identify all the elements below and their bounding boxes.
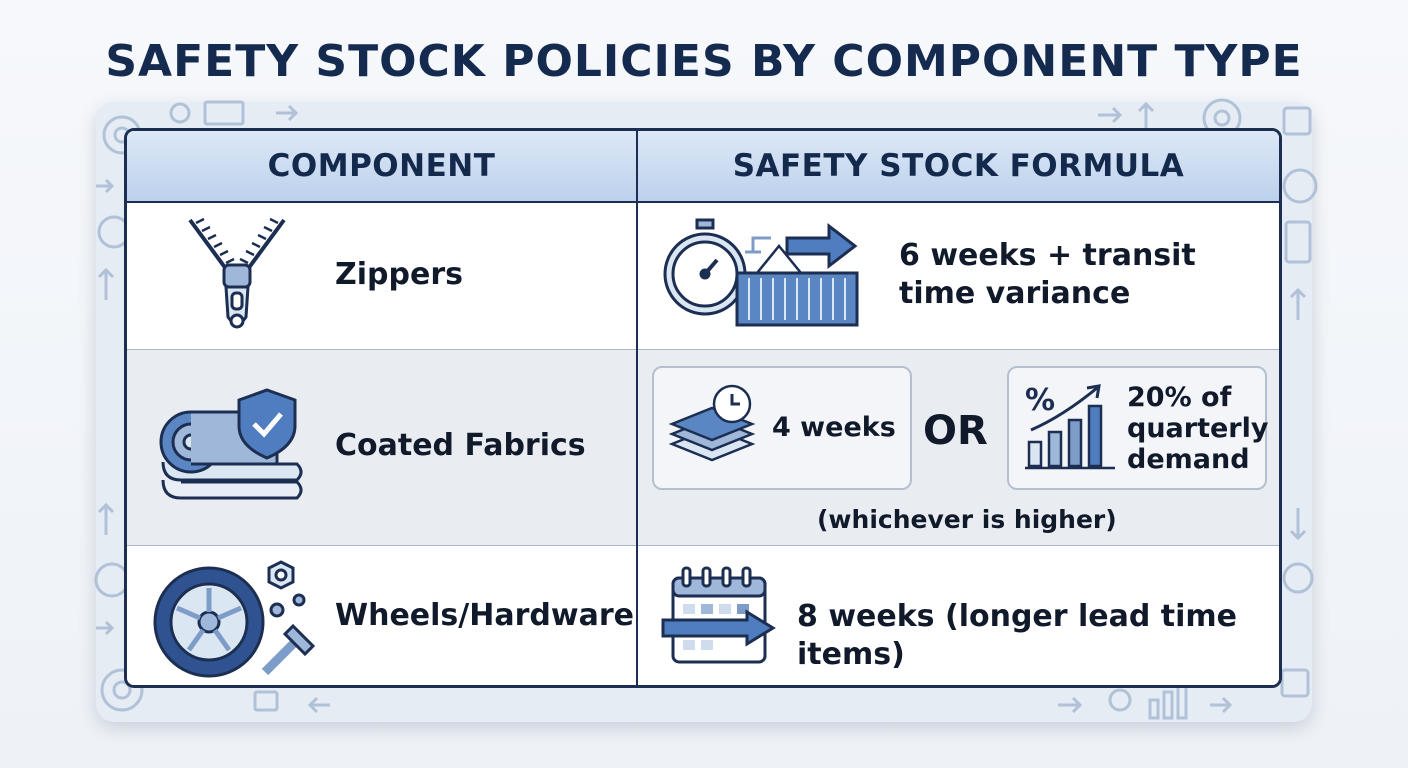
table-row-coated-fabrics: Coated Fabrics 4 weeks OR % [127,350,1279,546]
table-header: COMPONENT SAFETY STOCK FORMULA [127,131,1279,203]
formula-zippers-line1: 6 weeks + transit [899,238,1196,273]
svg-text:%: % [1025,383,1055,418]
option-weeks-text: 4 weeks [772,412,896,443]
column-divider [636,131,638,685]
option-demand-line2: quarterly [1127,413,1269,444]
percent-growth-chart-icon: % [1025,383,1115,470]
zipper-icon [188,217,286,329]
formula-wheels-hardware: 8 weeks (longer lead time items) [797,599,1238,672]
safety-stock-table: COMPONENT SAFETY STOCK FORMULA Zippers [124,128,1282,688]
wheel-bolt-icon [153,560,316,678]
component-label-coated-fabrics: Coated Fabrics [335,428,586,463]
component-label-wheels-hardware: Wheels/Hardware [335,598,634,633]
table-row-wheels-hardware: Wheels/Hardware 8 weeks (longer lead tim… [127,546,1279,685]
option-demand-line1: 20% of [1127,382,1232,413]
stopwatch-container-icon [663,218,859,327]
calendar-arrow-icon [661,566,776,664]
whichever-note: (whichever is higher) [817,505,1117,534]
fabric-roll-shield-icon [159,388,303,500]
formula-zippers-line2: time variance [899,276,1131,311]
option-box-weeks: 4 weeks [652,366,912,490]
component-label-zippers: Zippers [335,257,463,292]
fabric-stack-clock-icon [668,384,756,462]
option-box-demand: % 20% of quarterly demand [1007,366,1269,490]
table-row-zippers: Zippers 6 weeks + transit time variance [127,203,1279,350]
page-title: SAFETY STOCK POLICIES BY COMPONENT TYPE [105,36,1303,87]
option-demand-line3: demand [1127,444,1250,475]
header-component: COMPONENT [267,148,496,184]
or-connector: OR [923,408,988,454]
header-formula: SAFETY STOCK FORMULA [732,148,1185,184]
